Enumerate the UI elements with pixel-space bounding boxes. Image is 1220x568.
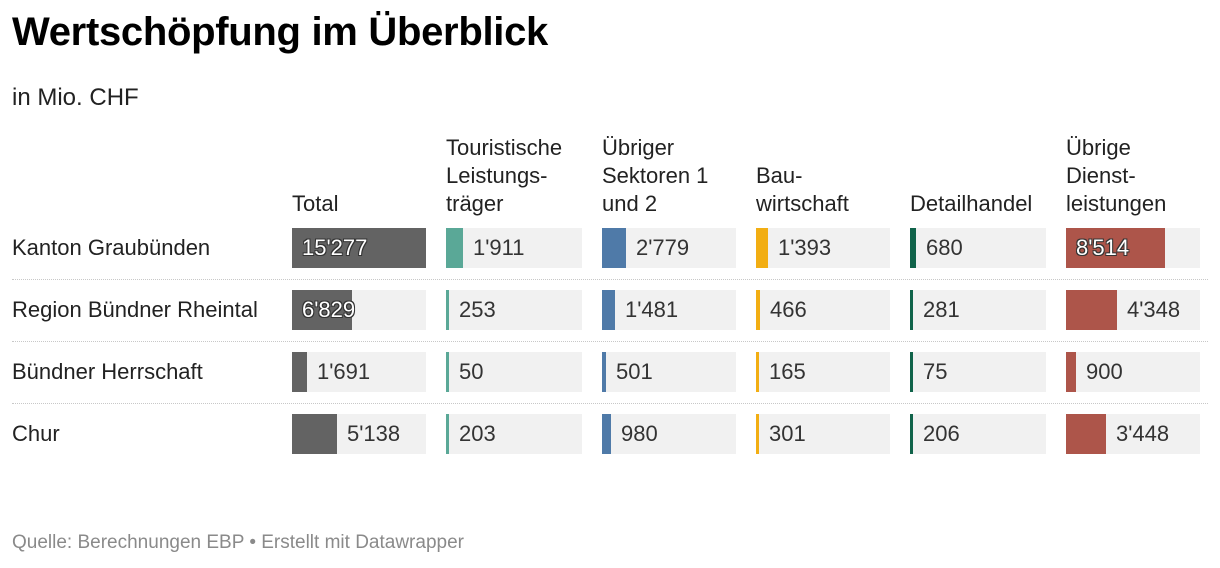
bar [910,290,913,330]
table-cell: 281 [910,290,1046,330]
row-divider [12,279,1208,280]
value-label: 75 [923,359,948,384]
bar [446,352,449,392]
table-cell: 5'138 [292,414,426,454]
column-header: Touristische Leistungs- träger [446,135,563,216]
value-label: 680 [926,235,963,260]
table-cell: 1'911 [446,228,582,268]
table-cell: 900 [1066,352,1200,392]
table-cell: 1'481 [602,290,736,330]
table-cell: 2'779 [602,228,736,268]
bar [292,290,352,330]
bar [292,228,426,268]
row-label: Kanton Graubünden [12,235,211,260]
value-label: 5'138 [347,421,401,446]
bar [910,228,916,268]
value-label: 253 [459,297,496,322]
bar [1066,414,1106,454]
value-label: 50 [459,359,484,384]
chart-title: Wertschöpfung im Überblick [12,10,548,54]
value-label: 1'481 [625,297,679,322]
bar [292,414,337,454]
bar [910,414,913,454]
value-label: 8'514 [1076,235,1130,260]
bar [602,290,615,330]
bar [1066,228,1165,268]
bar [756,290,760,330]
value-label: 203 [459,421,496,446]
row-label: Region Bündner Rheintal [12,297,258,322]
table-cell: 15'277 [292,228,426,268]
table-cell: 680 [910,228,1046,268]
bar [910,352,913,392]
table-cell: 301 [756,414,890,454]
value-label: 1'393 [778,235,832,260]
value-label: 4'348 [1127,297,1181,322]
bar [602,352,606,392]
table-cell: 1'691 [292,352,426,392]
column-header: Bau- wirtschaft [756,163,849,216]
table-cell: 8'514 [1066,228,1200,268]
value-label: 15'277 [302,235,368,260]
row-divider [12,341,1208,342]
value-label: 466 [770,297,807,322]
bar [446,228,463,268]
value-label: 165 [769,359,806,384]
table-cell: 6'829 [292,290,426,330]
row-label: Bündner Herrschaft [12,359,203,384]
table-cell: 165 [756,352,890,392]
value-label: 281 [923,297,960,322]
value-label: 501 [616,359,653,384]
value-label: 980 [621,421,658,446]
column-header: Detailhandel [910,191,1033,216]
source-note: Quelle: Berechnungen EBP • Erstellt mit … [12,532,464,553]
table-cell: 3'448 [1066,414,1200,454]
column-header: Übrige Dienst- leistungen [1066,135,1167,216]
value-label: 2'779 [636,235,690,260]
value-label: 301 [769,421,806,446]
bar [1066,290,1117,330]
table-cell: 50 [446,352,582,392]
row-divider [12,403,1208,404]
row-label: Chur [12,421,60,446]
bar [602,414,611,454]
column-header: Übriger Sektoren 1 und 2 [602,135,709,216]
table-cell: 203 [446,414,582,454]
bar [446,290,449,330]
value-label: 900 [1086,359,1123,384]
bar [292,352,307,392]
bar [756,414,759,454]
table-cell: 501 [602,352,736,392]
bar [1066,352,1076,392]
table-cell: 206 [910,414,1046,454]
table-cell: 4'348 [1066,290,1200,330]
bar [446,414,449,454]
table-cell: 253 [446,290,582,330]
chart-subtitle: in Mio. CHF [12,84,139,111]
table-cell: 466 [756,290,890,330]
bar [756,352,759,392]
value-label: 1'691 [317,359,371,384]
table-cell: 980 [602,414,736,454]
table-cell: 1'393 [756,228,890,268]
value-label: 3'448 [1116,421,1170,446]
value-label: 206 [923,421,960,446]
bar [602,228,626,268]
bar [756,228,768,268]
value-label: 1'911 [473,235,525,260]
table-cell: 75 [910,352,1046,392]
column-header: Total [292,191,339,216]
value-label: 6'829 [302,297,356,322]
